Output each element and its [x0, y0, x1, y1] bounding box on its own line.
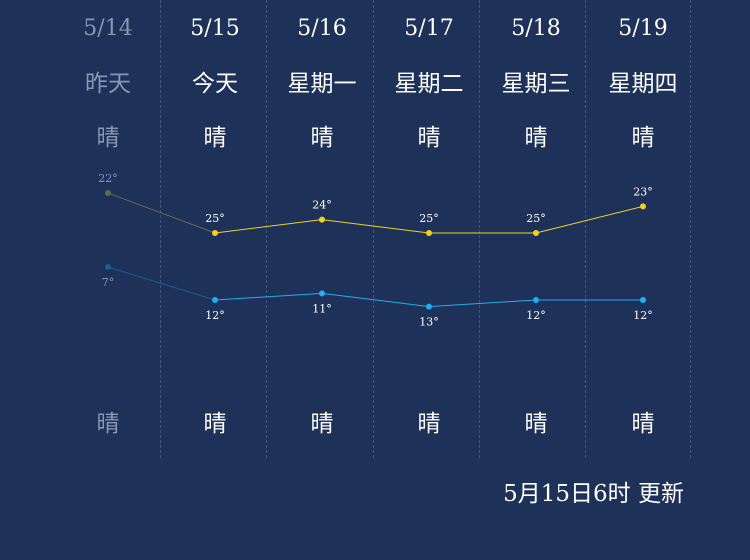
forecast-weekday: 星期二 — [394, 71, 464, 97]
nighttime-condition: 晴 — [631, 411, 655, 437]
daytime-condition: 晴 — [96, 125, 120, 151]
forecast-weekday: 昨天 — [85, 71, 131, 97]
forecast-date: 5/14 — [83, 16, 133, 41]
high-temp-label: 23° — [633, 185, 653, 198]
high-temp-segment — [214, 219, 323, 234]
nighttime-condition: 晴 — [96, 411, 120, 437]
low-temp-segment — [428, 299, 537, 308]
forecast-weekday: 星期三 — [501, 71, 571, 97]
low-temp-label: 13° — [419, 316, 439, 329]
high-temp-label: 22° — [98, 172, 118, 185]
low-temp-point — [640, 297, 646, 303]
low-temp-point — [426, 303, 432, 310]
low-temp-segment — [107, 266, 216, 301]
high-temp-label: 25° — [526, 212, 546, 225]
low-temp-point — [105, 264, 111, 270]
forecast-date: 5/17 — [404, 16, 454, 41]
low-temp-label: 12° — [633, 309, 653, 322]
low-temp-label: 12° — [526, 309, 546, 322]
high-temp-label: 25° — [205, 212, 225, 225]
update-time-label: 5月15日6时 更新 — [503, 481, 684, 507]
high-temp-segment — [107, 192, 216, 234]
column-divider — [690, 0, 691, 458]
nighttime-condition: 晴 — [524, 411, 548, 437]
low-temp-point — [533, 297, 539, 303]
low-temp-label: 7° — [102, 276, 115, 289]
low-temp-label: 12° — [205, 309, 225, 322]
column-divider — [373, 0, 374, 458]
high-temp-point — [426, 230, 432, 236]
column-divider — [160, 0, 161, 458]
low-temp-label: 11° — [312, 302, 332, 315]
low-temp-point — [212, 297, 218, 303]
forecast-date: 5/19 — [618, 16, 668, 41]
high-temp-point — [212, 230, 218, 236]
low-temp-point — [319, 290, 325, 297]
daytime-condition: 晴 — [631, 125, 655, 151]
high-temp-point — [105, 190, 111, 197]
daytime-condition: 晴 — [203, 125, 227, 151]
forecast-date: 5/18 — [511, 16, 561, 41]
forecast-weekday: 今天 — [192, 71, 238, 97]
high-temp-label: 24° — [312, 199, 332, 212]
nighttime-condition: 晴 — [417, 411, 441, 437]
high-temp-point — [640, 203, 646, 210]
forecast-weekday: 星期四 — [608, 71, 678, 97]
low-temp-segment — [214, 292, 323, 301]
column-divider — [479, 0, 480, 458]
column-divider — [266, 0, 267, 458]
column-divider — [585, 0, 586, 458]
high-temp-segment — [535, 205, 644, 234]
high-temp-label: 25° — [419, 212, 439, 225]
low-temp-segment — [321, 292, 430, 308]
daytime-condition: 晴 — [524, 125, 548, 151]
daytime-condition: 晴 — [310, 125, 334, 151]
daytime-condition: 晴 — [417, 125, 441, 151]
high-temp-point — [533, 230, 539, 236]
forecast-weekday: 星期一 — [287, 71, 357, 97]
high-temp-point — [319, 216, 325, 223]
nighttime-condition: 晴 — [203, 411, 227, 437]
forecast-date: 5/16 — [297, 16, 347, 41]
high-temp-segment — [321, 219, 430, 234]
nighttime-condition: 晴 — [310, 411, 334, 437]
forecast-date: 5/15 — [190, 16, 240, 41]
